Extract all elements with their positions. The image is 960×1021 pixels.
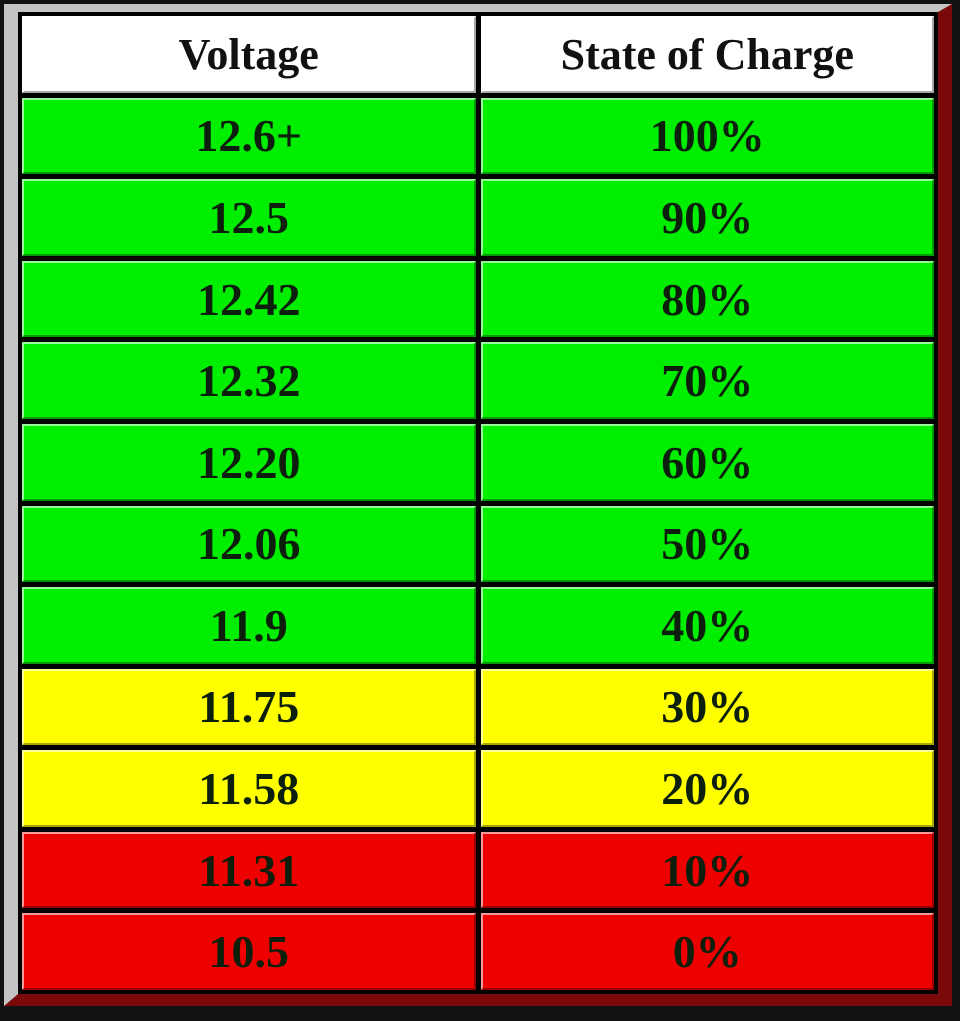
table-cell: 11.9 xyxy=(22,587,476,664)
table-cell: 11.58 xyxy=(22,750,476,827)
table-cell: 12.32 xyxy=(22,342,476,419)
table-cell: 40% xyxy=(480,587,934,664)
header-cell: Voltage xyxy=(22,16,476,93)
table-cell: 80% xyxy=(480,260,934,338)
table-cell: 30% xyxy=(480,668,934,746)
table: Voltage State of Charge 12.6+ 100% 12.5 90%… xyxy=(22,16,934,990)
table-cell: 11.75 xyxy=(22,668,476,746)
table-cell: 90% xyxy=(480,179,934,256)
table-cell: 12.06 xyxy=(22,505,476,583)
table-cell: 12.20 xyxy=(22,423,476,501)
table-cell: 20% xyxy=(480,750,934,827)
table-cell: 50% xyxy=(480,505,934,583)
table-cell: 100% xyxy=(480,97,934,175)
table-cell: 0% xyxy=(480,913,934,990)
header-cell: State of Charge xyxy=(480,16,934,93)
table-cell: 12.42 xyxy=(22,260,476,338)
table-cell: 12.6+ xyxy=(22,97,476,175)
table-cell: 60% xyxy=(480,423,934,501)
table-cell: 10% xyxy=(480,831,934,909)
table-frame: Voltage State of Charge 12.6+ 100% 12.5 90%… xyxy=(4,4,952,1006)
table-cell: 12.5 xyxy=(22,179,476,256)
table-cell: 11.31 xyxy=(22,831,476,909)
table-cell: 10.5 xyxy=(22,913,476,990)
table-cell: 70% xyxy=(480,342,934,419)
